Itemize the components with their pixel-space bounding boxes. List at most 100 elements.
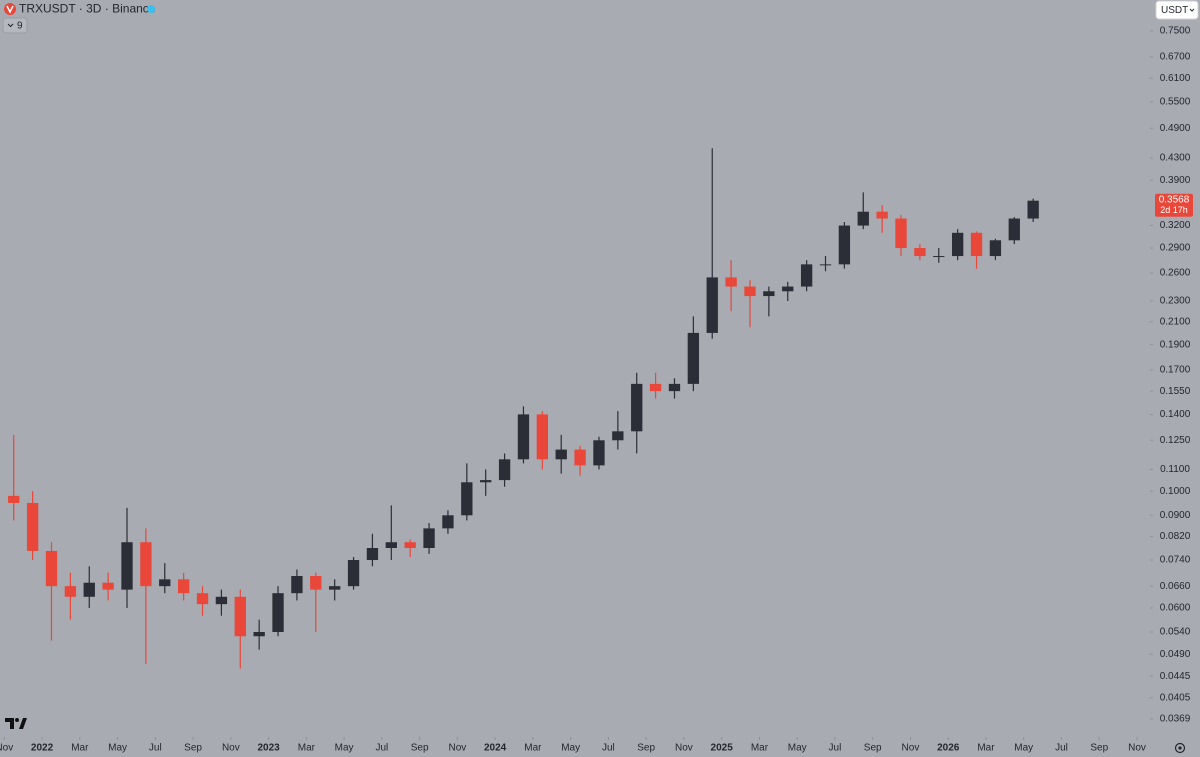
candle	[989, 238, 1002, 261]
x-tick-label: Mar	[298, 743, 316, 754]
y-tick-label: 0.0540	[1160, 627, 1191, 638]
candle-body	[970, 232, 983, 257]
x-tick-label: Sep	[637, 743, 655, 754]
x-tick-label: Nov	[1128, 743, 1146, 754]
candle-body	[706, 277, 718, 333]
candle	[253, 619, 265, 650]
y-tick-label: 0.7500	[1160, 26, 1191, 37]
candle	[215, 589, 228, 616]
currency-label: USDT	[1161, 5, 1188, 16]
y-tick-label: 0.0820	[1160, 531, 1191, 542]
candle	[272, 586, 284, 637]
candle	[744, 280, 756, 328]
candle	[64, 572, 77, 620]
candle	[857, 192, 869, 230]
candle	[687, 316, 700, 392]
y-tick-label: 0.1550	[1160, 386, 1191, 397]
candle-body	[347, 560, 360, 587]
candle-body	[1027, 200, 1039, 219]
candle	[1027, 198, 1039, 223]
chevron-icon	[1189, 8, 1195, 12]
currency-button[interactable]	[1155, 0, 1199, 20]
candle-body	[215, 596, 228, 605]
candle-body	[26, 502, 39, 551]
chevron-icon	[7, 23, 14, 28]
last-price-box	[1155, 193, 1193, 217]
candle-body	[140, 542, 152, 587]
y-tick-label: 0.3900	[1160, 175, 1191, 186]
candle-body	[64, 586, 77, 597]
candle	[895, 215, 907, 257]
candle-body	[725, 277, 737, 287]
candle-body	[45, 550, 58, 587]
candle	[498, 453, 511, 487]
candle-body	[102, 582, 114, 590]
candle	[140, 528, 152, 664]
candle-body	[366, 548, 379, 561]
y-tick-label: 0.1000	[1160, 486, 1191, 497]
candle	[668, 378, 681, 399]
last-price-label: 0.3568	[1159, 194, 1190, 205]
y-tick-label: 0.2600	[1160, 268, 1191, 279]
candle-body	[196, 593, 209, 605]
candle-body	[782, 286, 794, 292]
x-tick-label: Mar	[751, 743, 769, 754]
candle	[876, 205, 888, 233]
candle-body	[895, 218, 907, 249]
candle-body	[536, 414, 548, 460]
x-tick-label: Nov	[675, 743, 693, 754]
candle	[461, 463, 473, 521]
x-tick-label: Jul	[375, 743, 388, 754]
candle-body	[310, 576, 322, 590]
x-tick-label: Jul	[602, 743, 615, 754]
logo-part	[19, 718, 27, 729]
candle-body	[687, 332, 700, 384]
x-tick-label: Mar	[977, 743, 995, 754]
y-tick-label: 0.0740	[1160, 555, 1191, 566]
candle-body	[159, 579, 171, 587]
x-tick-label: May	[335, 743, 354, 754]
candle-body	[517, 414, 530, 460]
candle	[649, 372, 662, 399]
symbol-logo-mark	[6, 5, 14, 14]
x-tick-label: 2023	[257, 743, 280, 754]
y-tick-label: 0.1700	[1160, 365, 1191, 376]
candle-body	[593, 440, 605, 466]
candle-body	[423, 528, 435, 549]
candle-body	[933, 256, 945, 258]
indicator-count: 9	[17, 21, 23, 32]
chart-title[interactable]: TRXUSDT · 3D · Binance	[19, 2, 156, 16]
candle	[914, 244, 926, 261]
candle-body	[8, 495, 20, 503]
candle	[234, 589, 246, 669]
x-tick-label: 2026	[937, 743, 960, 754]
candle-body	[253, 631, 265, 637]
candle	[196, 586, 209, 616]
y-tick-label: 0.3200	[1160, 220, 1191, 231]
x-tick-label: May	[1014, 743, 1033, 754]
indicator-toggle[interactable]	[2, 17, 28, 34]
logo-part	[5, 718, 14, 729]
candle-body	[329, 586, 341, 590]
y-tick-label: 0.6100	[1160, 73, 1191, 84]
countdown-label: 2d 17h	[1160, 205, 1188, 215]
candle-body	[876, 211, 888, 219]
candle-body	[574, 449, 586, 466]
candle	[1008, 217, 1020, 245]
x-tick-label: Nov	[222, 743, 240, 754]
y-tick-label: 0.0660	[1160, 581, 1191, 592]
x-tick-label: Sep	[864, 743, 882, 754]
candle	[442, 510, 454, 534]
x-tick-label: Sep	[184, 743, 202, 754]
settings-button[interactable]	[1174, 742, 1186, 754]
y-tick-label: 0.0445	[1160, 671, 1191, 682]
tradingview-logo[interactable]	[5, 718, 27, 729]
candle	[536, 411, 548, 470]
candle	[951, 229, 964, 261]
x-tick-label: May	[561, 743, 580, 754]
y-tick-label: 0.2900	[1160, 243, 1191, 254]
y-tick-label: 0.0369	[1160, 714, 1191, 725]
candle-body	[800, 264, 813, 287]
candle-body	[83, 582, 95, 597]
